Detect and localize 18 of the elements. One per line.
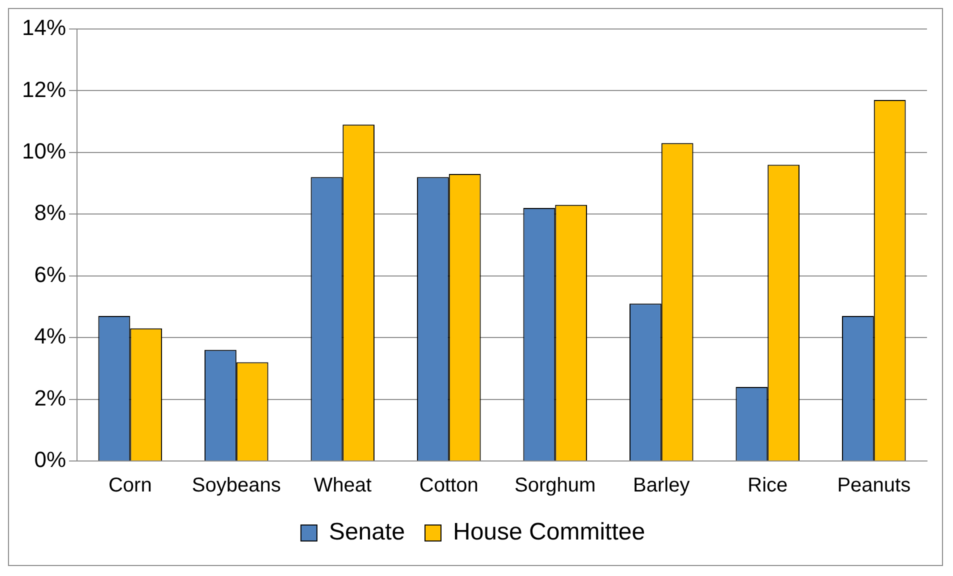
y-tick-label: 2% (34, 385, 66, 410)
y-tick-label: 12% (22, 76, 66, 102)
x-tick-label: Sorghum (514, 474, 596, 497)
x-tick-label: Cotton (419, 474, 478, 497)
y-tick-label: 8% (34, 200, 66, 226)
y-tick-label: 6% (34, 262, 66, 287)
x-tick-label: Peanuts (837, 474, 911, 497)
x-tick-label: Corn (108, 474, 152, 497)
y-tick-label: 0% (34, 447, 66, 472)
y-tick-label: 4% (34, 324, 66, 349)
legend-label: Senate (328, 518, 406, 546)
legend-label: House Committee (453, 518, 646, 546)
y-tick-label: 10% (22, 138, 66, 164)
x-tick-label: Rice (748, 474, 788, 497)
x-tick-label: Barley (633, 474, 690, 497)
y-tick-label: 14% (22, 15, 66, 40)
x-tick-label: Wheat (314, 474, 372, 497)
x-tick-label: Soybeans (192, 474, 281, 497)
